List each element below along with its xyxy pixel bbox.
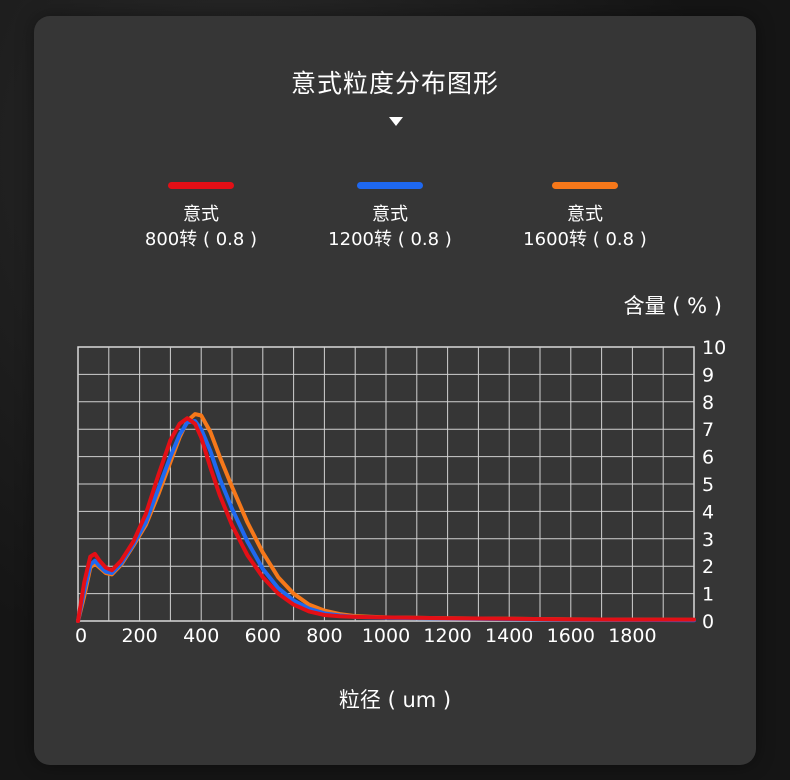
legend-item-800[interactable]: 意式 800转 ( 0.8 ) [121, 182, 281, 253]
legend-swatch-red [168, 182, 234, 189]
y-axis-label: 含量 ( % ) [623, 294, 722, 318]
y-tick-label: 0 [702, 611, 714, 633]
legend-label-line2: 1600转 ( 0.8 ) [523, 229, 647, 250]
legend-swatch-blue [357, 182, 423, 189]
legend-swatch-orange [552, 182, 618, 189]
legend-item-1600[interactable]: 意式 1600转 ( 0.8 ) [505, 182, 665, 253]
y-tick-label: 7 [702, 419, 714, 441]
x-tick-label: 800 [306, 625, 342, 647]
y-tick-label: 6 [702, 447, 714, 469]
y-tick-label: 2 [702, 556, 714, 578]
legend-label-line1: 意式 [567, 204, 603, 225]
chart-grid [77, 346, 695, 622]
x-tick-label: 1200 [423, 625, 471, 647]
y-tick-label: 3 [702, 529, 714, 551]
x-axis-label: 粒径 ( um ) [338, 688, 452, 712]
x-tick-labels: 0 200 400 600 800 1000 1200 1400 1600 1800 [75, 625, 657, 647]
caret-down-icon[interactable] [389, 117, 403, 126]
legend-label-line1: 意式 [183, 204, 219, 225]
y-tick-labels: 0 1 2 3 4 5 6 7 8 9 10 [702, 337, 726, 633]
y-tick-label: 4 [702, 501, 714, 523]
x-tick-label: 1000 [362, 625, 410, 647]
x-tick-label: 200 [121, 625, 157, 647]
chart-title: 意式粒度分布图形 [290, 69, 499, 98]
y-tick-label: 5 [702, 474, 714, 496]
x-tick-label: 600 [245, 625, 281, 647]
y-tick-label: 10 [702, 337, 726, 359]
legend-label-line1: 意式 [372, 204, 408, 225]
legend-label-line2: 800转 ( 0.8 ) [144, 229, 258, 250]
y-tick-label: 1 [702, 584, 714, 606]
legend-item-1200[interactable]: 意式 1200转 ( 0.8 ) [310, 182, 470, 253]
x-tick-label: 1400 [485, 625, 533, 647]
x-tick-label: 1600 [547, 625, 595, 647]
x-tick-label: 1800 [608, 625, 656, 647]
legend-label-line2: 1200转 ( 0.8 ) [328, 229, 452, 250]
y-tick-label: 8 [702, 392, 714, 414]
x-tick-label: 0 [75, 625, 87, 647]
series-line [76, 416, 696, 623]
x-tick-label: 400 [183, 625, 219, 647]
chart-series [76, 412, 696, 623]
y-tick-label: 9 [702, 364, 714, 386]
